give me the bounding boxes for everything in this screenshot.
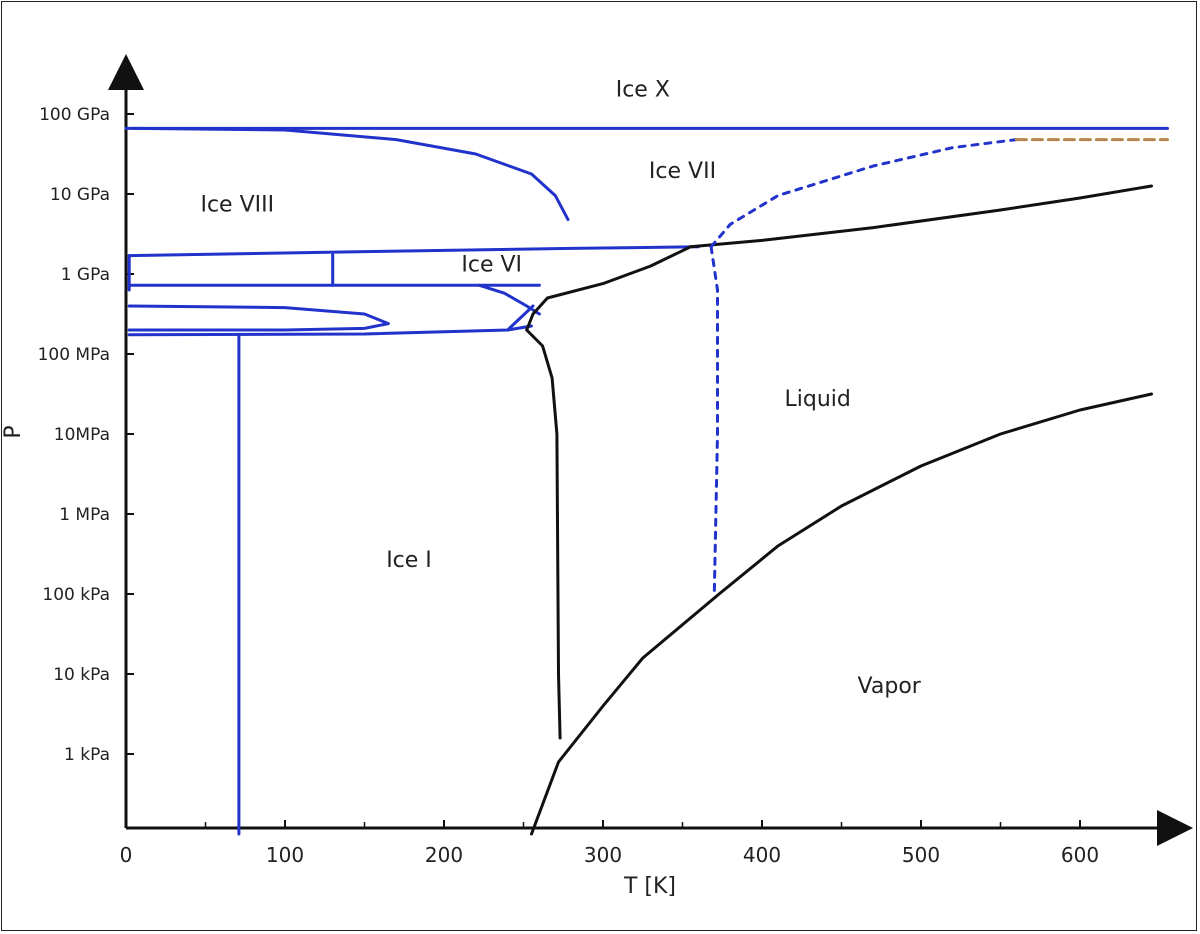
phase-boundary-black-solid (525, 328, 562, 740)
phase-boundary-blue-solid (132, 126, 570, 222)
region-label: Ice I (386, 548, 432, 573)
phase-boundary-black-solid (525, 245, 692, 332)
region-label: Ice VIII (200, 193, 274, 218)
x-tick-label: 600 (1061, 843, 1099, 867)
y-tick-label: 100 MPa (38, 345, 110, 365)
y-axis-title: P (1, 425, 26, 438)
region-label: Ice X (616, 77, 670, 102)
phase-boundary-blue-dashed (709, 245, 719, 596)
phase-boundary-blue-solid (127, 324, 533, 337)
y-tick-label: 1 MPa (59, 505, 110, 525)
region-label: Liquid (785, 387, 851, 412)
region-label: Ice VII (649, 159, 716, 184)
region-labels: Ice X Ice VII Ice VIII Ice VI Liquid Ice I Vap… (200, 77, 921, 699)
y-tick-label: 100 kPa (42, 585, 110, 605)
phase-boundaries (124, 126, 1169, 836)
x-tick-label: 400 (743, 843, 781, 867)
y-tick-label: 10 kPa (53, 665, 110, 685)
y-tick-label: 10 GPa (50, 185, 110, 205)
phase-boundary-black-solid (689, 184, 1153, 249)
x-tick-label: 200 (425, 843, 463, 867)
x-tick-label: 500 (902, 843, 940, 867)
phase-boundary-blue-solid (127, 304, 390, 332)
y-tick-label: 100 GPa (39, 105, 110, 125)
x-tick-label: 0 (120, 843, 133, 867)
phase-boundary-blue-dashed (709, 138, 1018, 249)
region-label: Ice VI (461, 253, 522, 278)
x-axis-title: T [K] (623, 874, 676, 899)
x-tick-label: 300 (584, 843, 622, 867)
y-tick-label: 1 GPa (61, 265, 110, 285)
phase-boundary-blue-solid (477, 283, 541, 316)
y-tick-label: 10MPa (54, 425, 110, 445)
phase-boundary-blue-solid (506, 304, 535, 332)
y-tick-label: 1 kPa (64, 745, 110, 765)
region-label: Vapor (858, 674, 922, 699)
phase-boundary-black-solid (530, 392, 1153, 836)
x-tick-label: 100 (266, 843, 304, 867)
tick-group: 0 100 200 300 400 500 600 1 kPa 10 kPa 100 kPa 1 M… (38, 105, 1161, 867)
phase-boundary-blue-solid (127, 245, 700, 258)
axes (108, 54, 1193, 846)
